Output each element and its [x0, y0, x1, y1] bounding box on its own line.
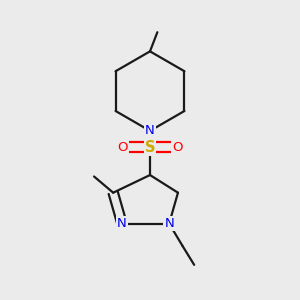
Text: O: O: [172, 141, 182, 154]
Text: N: N: [164, 217, 174, 230]
Text: N: N: [145, 124, 155, 137]
Text: O: O: [118, 141, 128, 154]
Text: N: N: [117, 217, 127, 230]
Text: S: S: [145, 140, 155, 154]
